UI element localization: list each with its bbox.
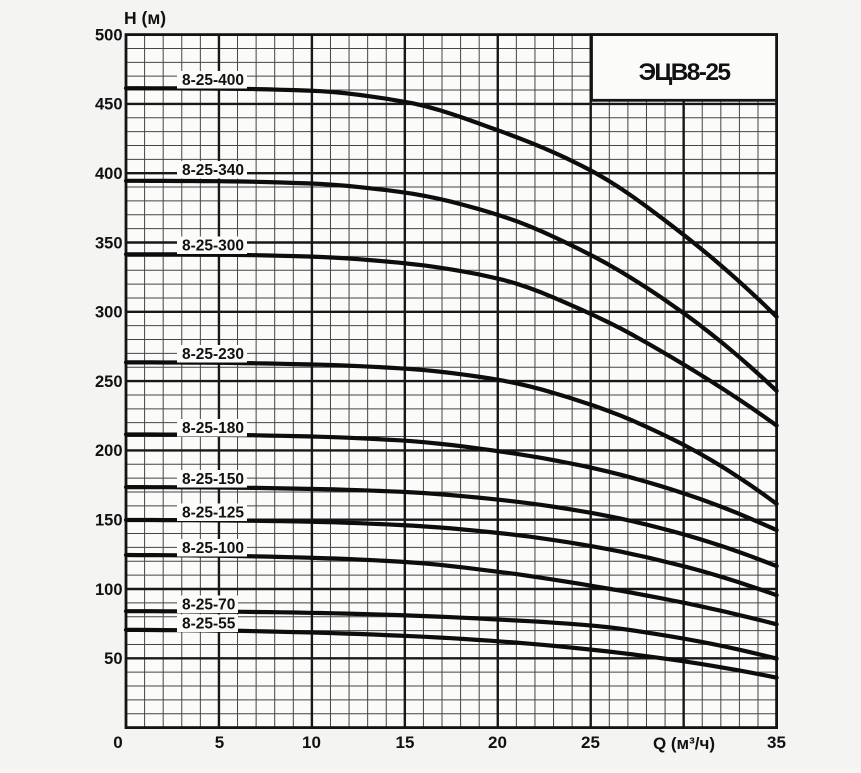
svg-text:300: 300 <box>95 304 123 322</box>
svg-text:500: 500 <box>95 26 123 44</box>
svg-text:Q (м³/ч): Q (м³/ч) <box>653 734 715 753</box>
svg-text:150: 150 <box>95 512 123 530</box>
svg-text:0: 0 <box>113 733 122 752</box>
svg-text:50: 50 <box>104 650 122 668</box>
svg-text:8-25-125: 8-25-125 <box>182 505 244 522</box>
svg-text:8-25-55: 8-25-55 <box>182 616 236 633</box>
svg-text:100: 100 <box>95 581 123 599</box>
svg-text:8-25-150: 8-25-150 <box>182 471 244 488</box>
svg-text:8-25-340: 8-25-340 <box>182 162 244 179</box>
svg-text:35: 35 <box>767 733 786 752</box>
svg-text:25: 25 <box>581 733 600 752</box>
svg-text:ЭЦВ8-25: ЭЦВ8-25 <box>639 59 731 86</box>
svg-text:H (м): H (м) <box>124 8 166 28</box>
svg-text:200: 200 <box>95 442 123 460</box>
svg-text:8-25-180: 8-25-180 <box>182 420 244 437</box>
svg-text:400: 400 <box>95 165 123 183</box>
svg-text:350: 350 <box>95 234 123 252</box>
svg-text:8-25-400: 8-25-400 <box>182 72 244 89</box>
svg-text:8-25-70: 8-25-70 <box>182 597 235 614</box>
svg-text:450: 450 <box>95 96 123 114</box>
svg-text:20: 20 <box>488 733 507 752</box>
svg-text:15: 15 <box>396 733 415 752</box>
svg-text:250: 250 <box>95 373 123 391</box>
svg-text:8-25-100: 8-25-100 <box>182 540 244 557</box>
svg-text:5: 5 <box>215 733 224 752</box>
svg-text:10: 10 <box>302 733 321 752</box>
svg-text:8-25-230: 8-25-230 <box>182 346 244 363</box>
svg-text:8-25-300: 8-25-300 <box>182 238 244 255</box>
